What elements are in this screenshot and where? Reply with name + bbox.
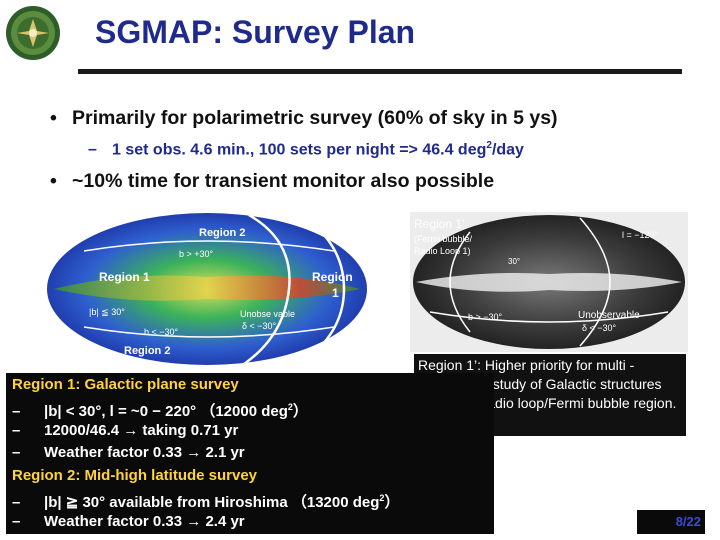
- title-divider: [78, 69, 682, 74]
- map-label-region1-right: Region: [312, 270, 353, 284]
- university-logo: [6, 6, 60, 60]
- map2-label-dec: δ < −30°: [582, 323, 617, 333]
- map-label-region2-top: Region 2: [199, 227, 245, 239]
- survey-regions-box: Region 1: Galactic plane survey – |b| < 3…: [6, 373, 494, 534]
- region1-item: –12000/46.4 → taking 0.71 yr: [12, 422, 239, 439]
- region1-title: Region 1: Galactic plane survey: [12, 376, 239, 393]
- sub-bullet-observation: –1 set obs. 4.6 min., 100 sets per night…: [88, 140, 524, 159]
- bullet-text: Primarily for polarimetric survey (60% o…: [72, 107, 558, 129]
- map-label-abs-b: |b| ≦ 30°: [89, 307, 125, 317]
- region1-item: – |b| < 30°, l = ~0 − 220° （12000 deg2）: [12, 402, 308, 420]
- bullet-dot-icon: •: [50, 107, 57, 129]
- map2-label-fermi: (Fermi bubble/: [414, 234, 473, 244]
- map-label-b-gt-30: b > +30°: [179, 249, 214, 259]
- galactic-sky-map-regions: Region 2 b > +30° Region 1 Region 1 |b| …: [44, 211, 370, 368]
- slide-title: SGMAP: Survey Plan: [95, 14, 416, 50]
- bullet-transient: • ~10% time for transient monitor also po…: [50, 170, 494, 193]
- region2-title: Region 2: Mid-high latitude survey: [12, 467, 258, 484]
- dash-icon: –: [88, 141, 97, 159]
- bullet-polarimetric: • Primarily for polarimetric survey (60% …: [50, 107, 558, 130]
- bullet-text: ~10% time for transient monitor also pos…: [72, 170, 495, 192]
- fermi-bubble-sky-map: Region 1' (Fermi bubble/ Radio Loop 1) l…: [410, 212, 688, 352]
- map-label-dec: δ < −30°: [242, 321, 277, 331]
- map-label-unobservable: Unobse vable: [240, 309, 295, 319]
- page-number: 8/22: [637, 510, 705, 534]
- bullet-dot-icon: •: [50, 170, 57, 192]
- region2-item: – |b| ≧ 30° available from Hiroshima （132…: [12, 493, 400, 511]
- map2-label-l30: 30°: [508, 257, 520, 266]
- map2-label-l120: l = −120°: [622, 230, 659, 240]
- map2-label-region1p: Region 1': [414, 217, 464, 231]
- region2-item: – Weather factor 0.33 → 2.4 yr: [12, 513, 245, 530]
- map2-label-radio: Radio Loop 1): [414, 246, 471, 256]
- map2-label-b30: b > −30°: [468, 312, 503, 322]
- map-label-b-lt-m30: b < −30°: [144, 327, 179, 337]
- map2-label-unobservable: Unobservable: [578, 310, 640, 321]
- map-label-region1-right-num: 1: [332, 286, 339, 300]
- map-label-region1-left: Region 1: [99, 270, 150, 284]
- map-label-region2-bottom: Region 2: [124, 345, 170, 357]
- region1-item: – Weather factor 0.33 → 2.1 yr: [12, 444, 245, 461]
